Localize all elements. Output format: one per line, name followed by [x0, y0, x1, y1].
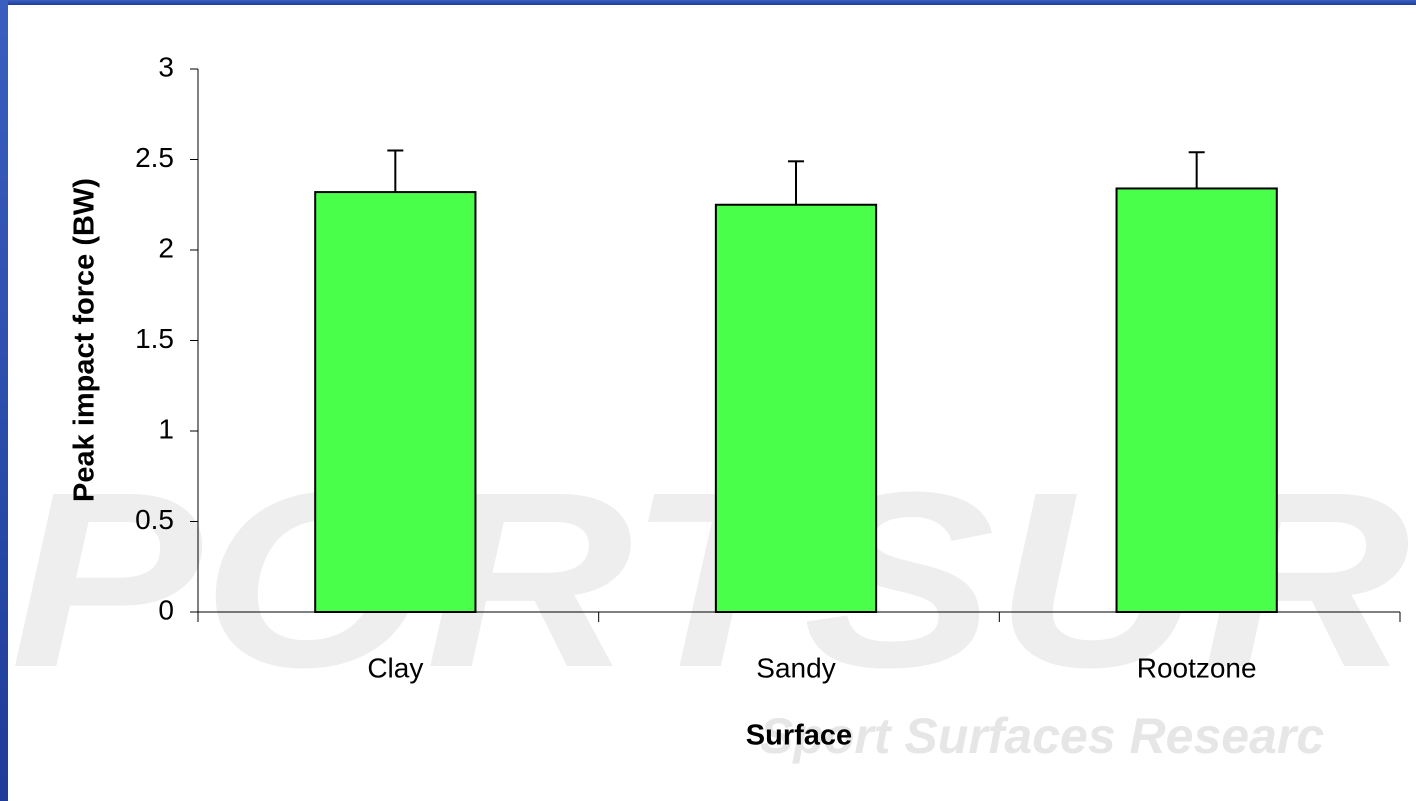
- bar: [714, 203, 878, 613]
- y-tick-label: 0: [158, 594, 174, 625]
- y-tick-label: 2.5: [135, 142, 174, 173]
- x-tick-label: Sandy: [756, 652, 835, 683]
- x-axis-label: Surface: [746, 720, 852, 752]
- y-tick-label: 1.5: [135, 323, 174, 354]
- left-edge: [0, 0, 8, 801]
- y-tick-label: 3: [158, 51, 174, 82]
- y-tick-label: 2: [158, 232, 174, 263]
- bar: [314, 191, 477, 614]
- y-tick-label: 1: [158, 413, 174, 444]
- bar: [1115, 187, 1278, 614]
- top-edge: [0, 0, 1416, 5]
- watermark-subtitle: Sport Surfaces Researc: [760, 708, 1324, 764]
- y-tick-label: 0.5: [135, 504, 174, 535]
- y-axis-label: Peak impact force (BW): [69, 178, 101, 502]
- x-tick-label: Clay: [367, 652, 423, 683]
- x-tick-label: Rootzone: [1137, 652, 1257, 683]
